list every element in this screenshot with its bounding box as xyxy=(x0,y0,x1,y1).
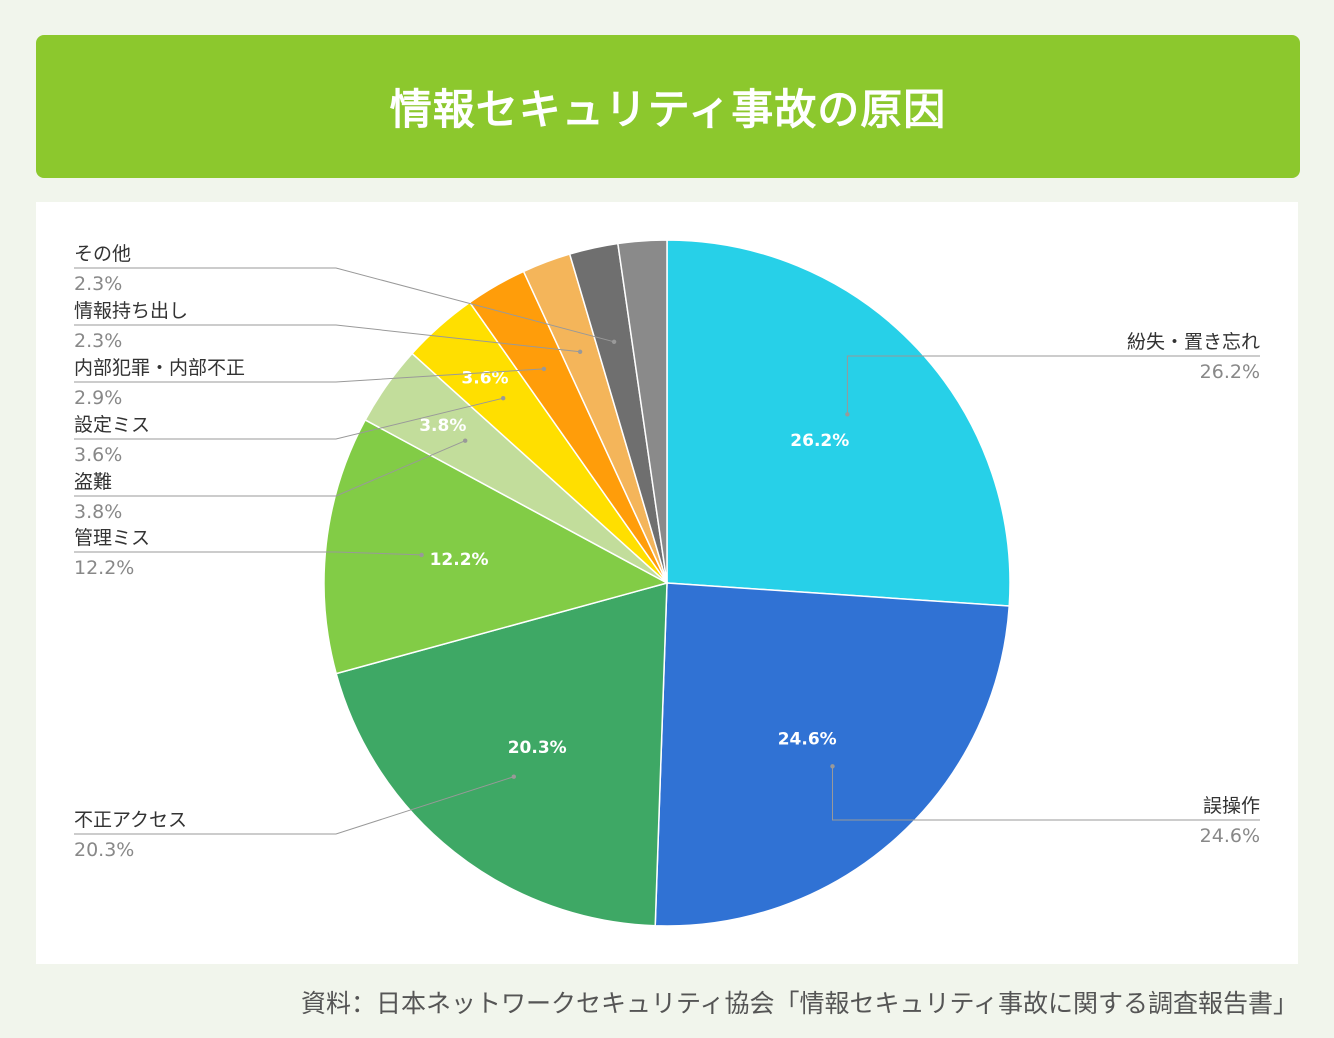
legend-label: 内部犯罪・内部不正 xyxy=(74,357,245,379)
callout-line xyxy=(832,766,1260,821)
legend-label: 管理ミス xyxy=(74,527,150,549)
slice-value-label: 12.2% xyxy=(430,550,489,570)
pie-slice xyxy=(335,582,668,927)
legend-label: 不正アクセス xyxy=(74,809,187,831)
legend-value: 24.6% xyxy=(1200,825,1260,847)
legend-value: 12.2% xyxy=(74,557,134,579)
pie-slice xyxy=(617,239,668,584)
legend-label: その他 xyxy=(74,243,131,265)
callout-dot xyxy=(830,764,835,769)
callout-dot xyxy=(541,366,547,372)
callout-line xyxy=(74,440,466,497)
callout-dot xyxy=(511,774,516,779)
slice-value-label: 3.8% xyxy=(419,416,466,436)
callout-line xyxy=(74,267,615,343)
callout-dot xyxy=(611,339,617,344)
callout-line xyxy=(74,397,504,440)
legend-label: 設定ミス xyxy=(74,414,150,436)
pie-slice xyxy=(654,582,1011,927)
callout-dot xyxy=(501,396,506,401)
legend-value: 2.9% xyxy=(74,387,122,409)
legend-value: 3.6% xyxy=(74,444,122,466)
pie-slice xyxy=(666,239,1011,607)
chart-title: 情報セキュリティ事故の原因 xyxy=(389,85,947,134)
legend-label: 誤操作 xyxy=(1203,795,1260,817)
callout-dot xyxy=(463,438,468,443)
legend-value: 3.8% xyxy=(74,501,122,523)
callout-dot xyxy=(845,412,850,417)
legend-label: 紛失・置き忘れ xyxy=(1127,331,1260,353)
pie-slice xyxy=(323,418,670,675)
callout-line xyxy=(74,776,514,835)
legend-value: 20.3% xyxy=(74,839,134,861)
callout-line xyxy=(74,551,422,556)
callout-dot xyxy=(577,349,583,354)
chart-panel: 26.2% 24.6% 20.3% 12.2% 3.8% 3.6% 紛失・置き忘れ 26.2%… xyxy=(36,202,1298,964)
pie-chart: 26.2% 24.6% 20.3% 12.2% 3.8% 3.6% 紛失・置き忘れ 26.2%… xyxy=(74,239,1260,927)
callout-dot xyxy=(419,552,424,558)
callout-line xyxy=(846,355,1260,415)
legend-value: 2.3% xyxy=(74,330,122,352)
slice-value-label: 26.2% xyxy=(790,431,849,451)
callout-line xyxy=(74,324,581,353)
legend-label: 盗難 xyxy=(74,471,112,493)
slice-value-label: 24.6% xyxy=(778,729,837,749)
title-banner: 情報セキュリティ事故の原因 xyxy=(36,35,1300,178)
callout-line xyxy=(74,368,544,383)
legend-value: 26.2% xyxy=(1200,361,1260,383)
source-note: 資料：日本ネットワークセキュリティ協会「情報セキュリティ事故に関する調査報告書」 xyxy=(300,989,1298,1018)
slice-value-label: 20.3% xyxy=(508,738,567,758)
legend-value: 2.3% xyxy=(74,273,122,295)
legend-label: 情報持ち出し xyxy=(74,300,188,322)
